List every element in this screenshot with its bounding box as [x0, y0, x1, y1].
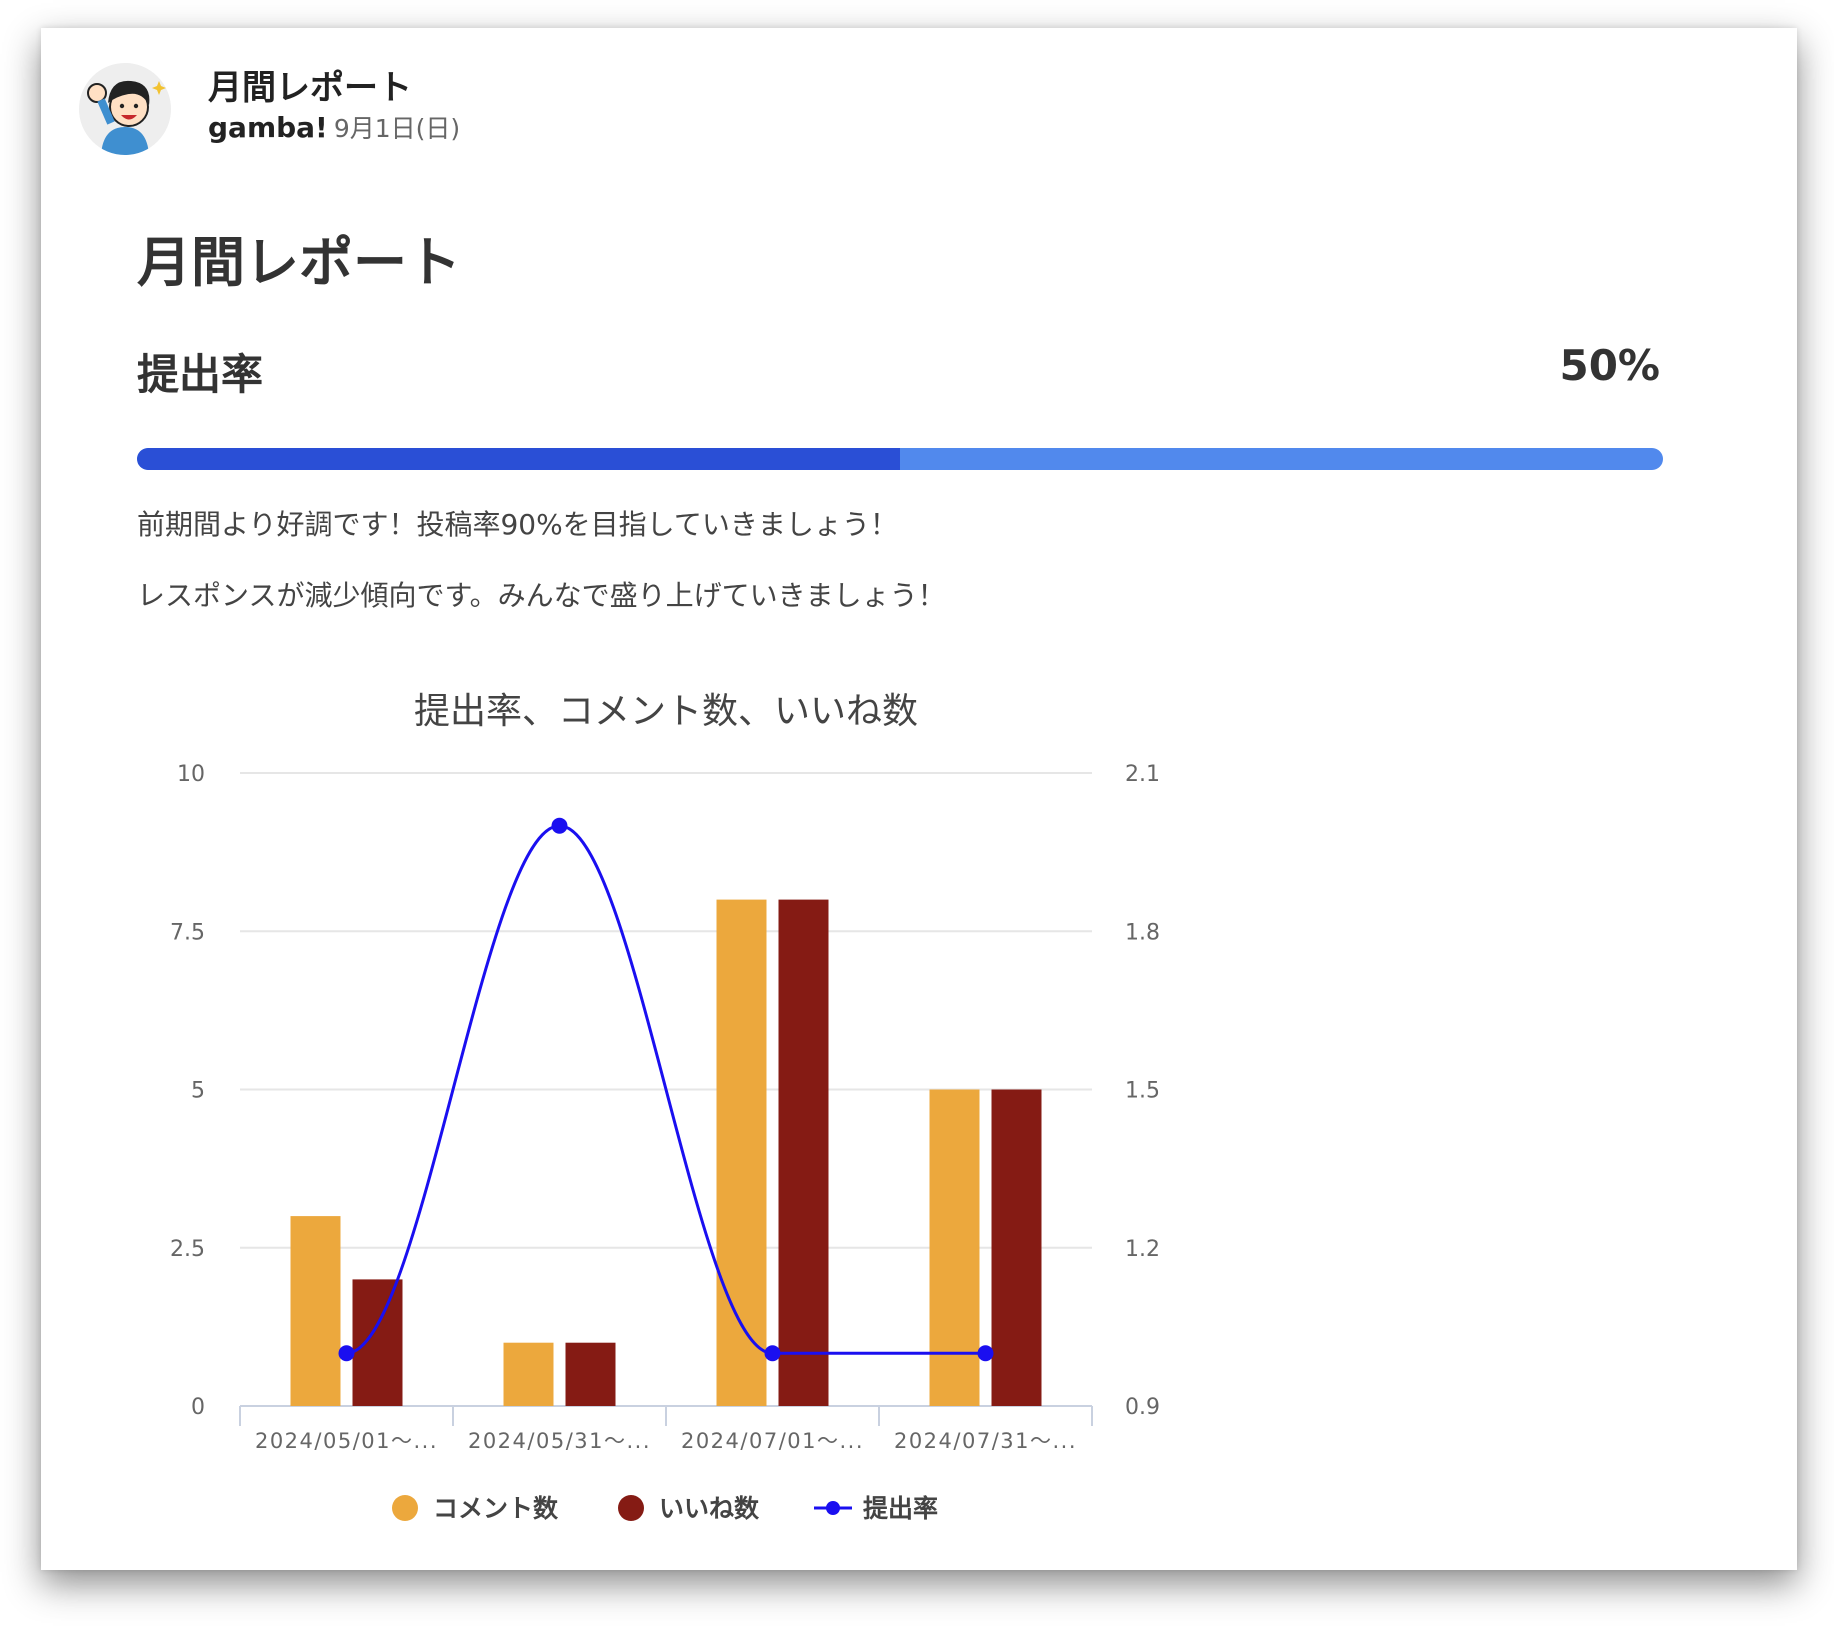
left-axis-tick-label: 10 [177, 762, 205, 787]
report-card: 月間レポート gamba! 9月1日(日) 月間レポート 提出率 50% 前期間よ… [41, 28, 1797, 1570]
submission-rate-point [977, 1345, 994, 1362]
submission-rate-point [551, 817, 568, 834]
comments-bar [716, 899, 767, 1406]
comments-bar [290, 1216, 341, 1406]
feedback-message-2: レスポンスが減少傾向です。みんなで盛り上げていきましょう！ [137, 579, 946, 612]
avatar-character-icon [79, 63, 171, 155]
post-meta: gamba! 9月1日(日) [208, 109, 460, 145]
legend-likes-label: いいね数 [659, 1494, 760, 1523]
legend-rate-label: 提出率 [863, 1494, 938, 1523]
likes-bar [991, 1089, 1042, 1406]
left-axis-tick-label: 2.5 [170, 1237, 205, 1262]
submission-rate-label: 提出率 [137, 350, 264, 399]
right-axis-tick-label: 1.8 [1125, 920, 1160, 945]
post-title: 月間レポート [208, 68, 412, 108]
right-axis-tick-label: 2.1 [1125, 762, 1160, 787]
x-axis-category-label: 2024/07/01～... [681, 1429, 864, 1453]
feedback-message-1: 前期間より好調です！投稿率90%を目指していきましょう！ [137, 508, 898, 541]
submission-rate-point [338, 1345, 355, 1362]
legend-likes-swatch [618, 1495, 644, 1521]
submission-rate-line [346, 824, 986, 1355]
avatar[interactable] [79, 63, 171, 155]
chart-title: 提出率、コメント数、いいね数 [414, 691, 918, 732]
comments-bar [503, 1342, 554, 1406]
combo-chart: 提出率、コメント数、いいね数 0 2.5 5 7.5 10 0.9 1.2 1.5 1.8 2.1 2… [170, 691, 1160, 1523]
x-axis-category-label: 2024/07/31～... [894, 1429, 1077, 1453]
left-axis-tick-label: 5 [191, 1079, 205, 1104]
x-axis-category-label: 2024/05/01～... [255, 1429, 438, 1453]
x-axis-category-label: 2024/05/31～... [468, 1429, 651, 1453]
right-axis-tick-label: 0.9 [1125, 1395, 1160, 1420]
right-axis-tick-label: 1.5 [1125, 1079, 1160, 1104]
submission-rate-point [764, 1345, 781, 1362]
submission-progress-bar [137, 448, 1663, 470]
legend-comments-swatch [392, 1495, 418, 1521]
left-axis-tick-label: 7.5 [170, 920, 205, 945]
left-axis-tick-label: 0 [191, 1395, 205, 1420]
right-axis-tick-label: 1.2 [1125, 1237, 1160, 1262]
author-name[interactable]: gamba! [208, 111, 328, 144]
likes-bar [565, 1342, 616, 1406]
likes-bar [778, 899, 829, 1406]
report-heading: 月間レポート [137, 231, 461, 294]
legend-comments-label: コメント数 [433, 1494, 559, 1523]
comments-bar [929, 1089, 980, 1406]
submission-progress-fill [137, 448, 900, 470]
likes-bar [352, 1279, 403, 1406]
post-date: 9月1日(日) [333, 114, 461, 143]
submission-rate-value: 50% [1559, 341, 1660, 390]
legend-rate-swatch [826, 1501, 840, 1515]
